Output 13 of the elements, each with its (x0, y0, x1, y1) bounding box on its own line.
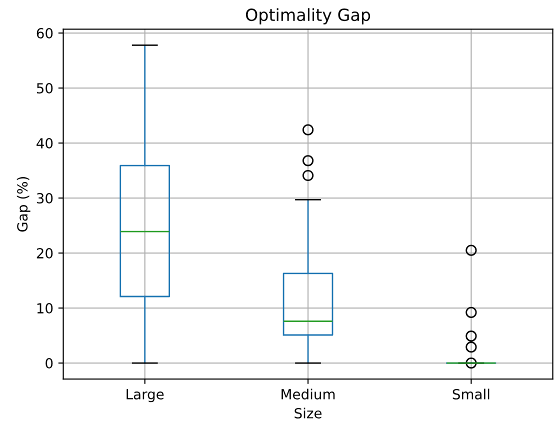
y-tick-label: 30 (36, 193, 53, 204)
y-tick-label: 10 (37, 303, 53, 314)
y-tick-label: 20 (36, 248, 53, 259)
x-axis-title: Size (294, 408, 322, 418)
y-tick-label: 40 (36, 138, 53, 149)
x-tick-label: Large (126, 389, 164, 402)
y-tick-label: 0 (46, 358, 53, 369)
y-tick-label: 50 (36, 83, 53, 94)
x-tick-label: Small (452, 388, 490, 400)
x-tick-label: Medium (282, 388, 335, 400)
y-axis-title: Gap (%) (16, 177, 30, 232)
chart-title: Optimality Gap (246, 8, 370, 24)
y-tick-label: 60 (36, 28, 53, 39)
